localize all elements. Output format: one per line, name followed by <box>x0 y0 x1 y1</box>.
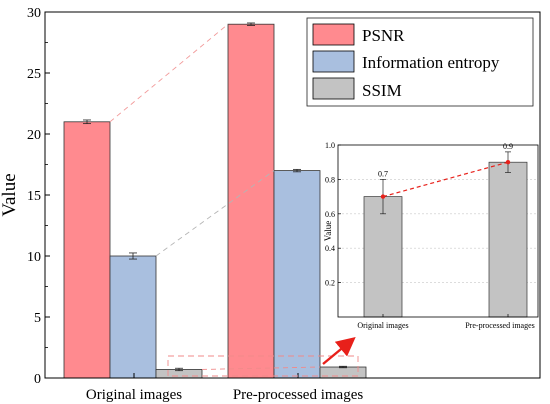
inset-bars <box>363 161 528 318</box>
inset-y-axis-label: Value <box>323 221 333 242</box>
error-bar-information-entropy-original-images <box>129 252 137 260</box>
main-y-axis-label: Value <box>0 173 20 216</box>
main-y-tick-label: 15 <box>27 189 41 204</box>
inset-trend-point <box>505 160 511 165</box>
main-x-axis: Original images Pre-processed images <box>86 373 363 403</box>
main-y-axis: 0 5 10 15 20 25 30 <box>27 6 50 387</box>
legend-label-information-entropy: Information entropy <box>362 53 500 72</box>
inset-y-tick-label: 1.0 <box>325 141 335 150</box>
main-y-tick-label: 20 <box>27 128 41 143</box>
inset-x-tick-label-original-images: Original images <box>357 321 408 330</box>
inset-trend-point <box>380 194 386 199</box>
error-bar-ssim-pre-processed-images <box>339 365 347 369</box>
zoom-box <box>167 355 359 377</box>
inset-y-tick-label: 0.8 <box>325 175 335 184</box>
error-bar-psnr-pre-processed-images <box>247 22 255 26</box>
error-bar-information-entropy-pre-processed-images <box>293 168 301 173</box>
bar-information-entropy-original-images <box>109 255 157 379</box>
error-bar-ssim-original-images <box>175 367 183 372</box>
inset-y-tick-label: 0.6 <box>325 210 335 219</box>
legend-swatch-information-entropy <box>312 50 355 73</box>
legend-label-psnr: PSNR <box>362 26 405 45</box>
inset-data-label-original-images: 0.7 <box>378 169 388 178</box>
main-error-bars <box>83 22 347 372</box>
inset-trend-line <box>380 160 511 199</box>
legend: PSNR Information entropy SSIM <box>306 17 534 107</box>
bar-psnr-pre-processed-images <box>227 23 275 379</box>
main-plot-frame <box>44 11 541 379</box>
connector-ssim <box>201 366 321 370</box>
main-y-tick-label: 25 <box>27 67 41 82</box>
legend-swatch-psnr <box>312 23 355 46</box>
legend-swatch-ssim <box>312 77 355 100</box>
connector-lines <box>109 23 275 257</box>
inset-y-tick-label: 0.4 <box>325 244 335 253</box>
inset-chart: 0.7 0.9 0.2 0.4 0.6 0.8 1.0 Original images Pr… <box>323 141 539 330</box>
zoom-arrow <box>322 336 356 365</box>
main-x-tick-label-pre-processed-images: Pre-processed images <box>233 387 364 403</box>
main-y-tick-label: 0 <box>34 372 41 387</box>
main-y-tick-label: 10 <box>27 250 41 265</box>
inset-x-tick-label-pre-processed-images: Pre-processed images <box>465 321 535 330</box>
bar-psnr-original-images <box>63 121 111 379</box>
main-chart: 0 5 10 15 20 25 30 Original images Pre-processe… <box>0 6 541 403</box>
inset-y-tick-label: 0.2 <box>325 279 335 288</box>
inset-bar-pre-processed-images <box>488 161 528 318</box>
inset-bar-original-images <box>363 196 403 318</box>
inset-x-axis: Original images Pre-processed images <box>357 314 535 330</box>
connector-information-entropy <box>155 170 275 257</box>
connector-psnr <box>109 23 229 123</box>
bar-information-entropy-pre-processed-images <box>273 170 321 379</box>
zoom-indicator <box>167 336 359 377</box>
inset-trend-line-ssim <box>382 161 509 198</box>
legend-label-ssim: SSIM <box>362 81 402 100</box>
main-x-tick-label-original-images: Original images <box>86 387 182 403</box>
error-bar-psnr-original-images <box>83 119 91 125</box>
inset-plot-frame <box>337 144 539 318</box>
main-y-tick-label: 5 <box>34 311 41 326</box>
inset-data-label-pre-processed-images: 0.9 <box>503 142 513 151</box>
main-y-tick-label: 30 <box>27 6 41 21</box>
